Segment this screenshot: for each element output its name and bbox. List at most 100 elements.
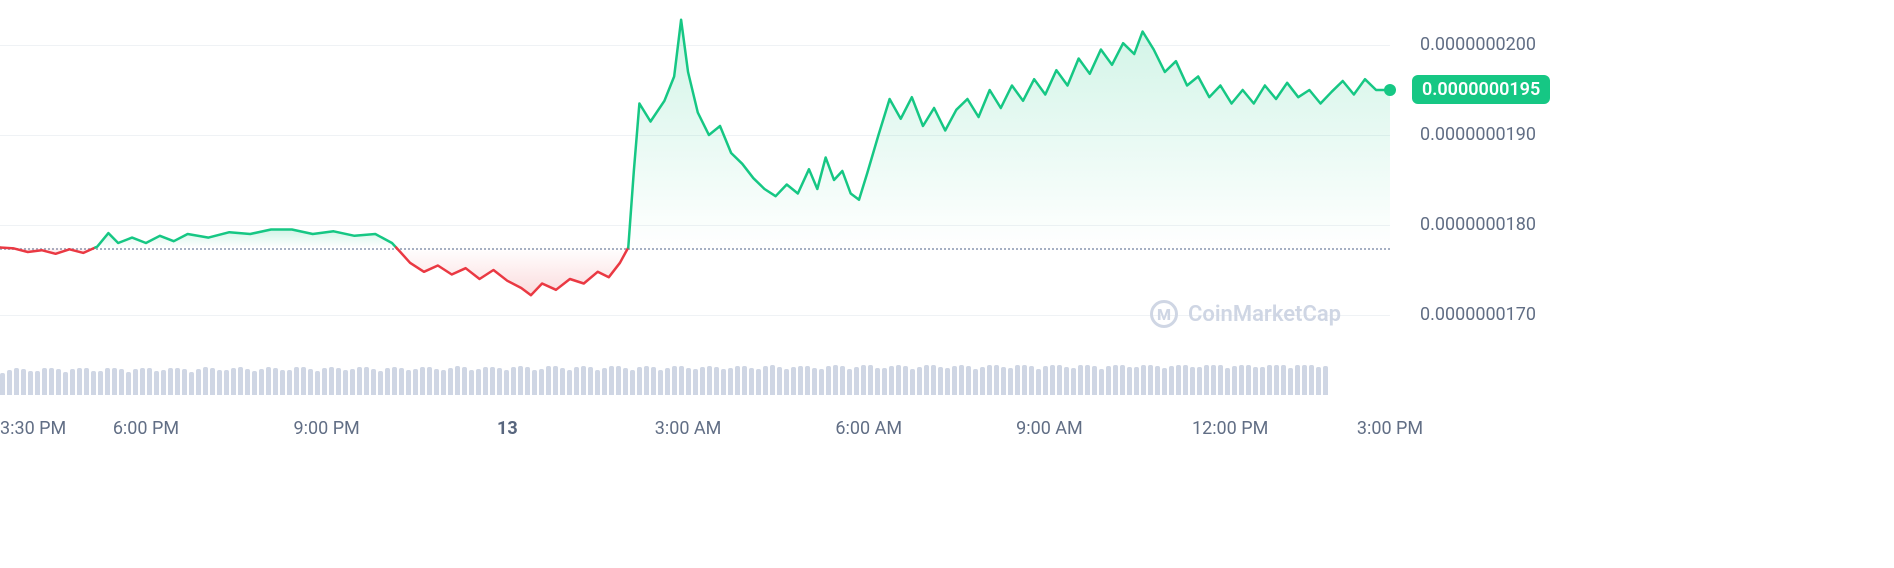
volume-bar <box>1050 365 1055 395</box>
volume-bar <box>896 365 901 395</box>
volume-bar <box>147 368 152 395</box>
volume-bar <box>455 366 460 395</box>
volume-bar <box>1148 365 1153 395</box>
volume-bar <box>931 365 936 395</box>
volume-bar <box>602 368 607 395</box>
volume-bar <box>336 368 341 395</box>
volume-bar <box>1029 366 1034 395</box>
volume-bar <box>1022 365 1027 395</box>
volume-bar <box>231 368 236 395</box>
volume-bar <box>1232 366 1237 395</box>
volume-bar <box>882 368 887 395</box>
watermark-text: CoinMarketCap <box>1188 302 1341 327</box>
volume-bar <box>763 366 768 395</box>
volume-bar <box>70 369 75 395</box>
volume-bar <box>672 366 677 395</box>
volume-bar <box>1043 366 1048 395</box>
volume-bar <box>385 368 390 395</box>
volume-bar <box>483 367 488 395</box>
volume-bar <box>1015 365 1020 395</box>
y-tick-label: 0.0000000190 <box>1420 124 1536 145</box>
volume-bar <box>357 367 362 395</box>
volume-bar <box>266 367 271 395</box>
volume-bar <box>644 366 649 395</box>
volume-bar <box>987 365 992 395</box>
volume-bar <box>1274 365 1279 395</box>
volume-bar <box>112 368 117 395</box>
volume-bar <box>42 368 47 395</box>
volume-bar <box>1162 368 1167 395</box>
volume-bar <box>273 368 278 395</box>
volume-bar <box>420 367 425 395</box>
volume-bar <box>476 369 481 395</box>
volume-bar <box>434 369 439 395</box>
volume-bar <box>567 370 572 395</box>
volume-bar <box>784 369 789 395</box>
volume-bar <box>35 371 40 395</box>
volume-bar <box>63 372 68 395</box>
volume-bar <box>847 369 852 395</box>
volume-bar <box>1001 367 1006 395</box>
volume-bar <box>1078 365 1083 395</box>
x-tick-label: 9:00 AM <box>1016 418 1083 439</box>
x-tick-label: 12:00 PM <box>1192 418 1268 439</box>
volume-bar <box>133 369 138 395</box>
volume-bar <box>861 365 866 395</box>
volume-bar <box>210 368 215 395</box>
volume-bar <box>1288 368 1293 395</box>
volume-bar <box>1302 365 1307 395</box>
volume-bar <box>924 365 929 395</box>
volume-bar <box>469 370 474 395</box>
volume-bar <box>182 369 187 395</box>
current-price-dot <box>1384 84 1396 96</box>
volume-bar <box>252 371 257 395</box>
coinmarketcap-icon: M <box>1150 300 1178 328</box>
volume-bar <box>952 366 957 395</box>
volume-bar <box>140 368 145 395</box>
y-tick-label: 0.0000000180 <box>1420 214 1536 235</box>
volume-bar <box>126 372 131 395</box>
volume-bar <box>280 370 285 395</box>
volume-bar <box>833 365 838 395</box>
volume-bar <box>735 366 740 395</box>
volume-bar <box>7 370 12 395</box>
volume-bars <box>0 365 1390 395</box>
x-tick-label: 13 <box>497 418 518 439</box>
volume-bar <box>224 370 229 395</box>
volume-bar <box>1127 367 1132 395</box>
volume-bar <box>756 369 761 395</box>
price-line <box>0 0 1894 568</box>
volume-bar <box>497 368 502 395</box>
volume-bar <box>308 369 313 395</box>
volume-bar <box>1225 368 1230 395</box>
volume-bar <box>1183 365 1188 395</box>
volume-bar <box>441 370 446 395</box>
volume-bar <box>721 369 726 395</box>
volume-bar <box>637 367 642 395</box>
volume-bar <box>406 370 411 395</box>
volume-bar <box>959 365 964 395</box>
volume-bar <box>609 366 614 395</box>
volume-bar <box>1176 365 1181 395</box>
volume-bar <box>1155 366 1160 395</box>
volume-bar <box>329 367 334 395</box>
volume-bar <box>749 368 754 395</box>
volume-bar <box>938 367 943 395</box>
volume-bar <box>1267 365 1272 395</box>
volume-bar <box>623 368 628 395</box>
x-tick-label: 3:00 AM <box>655 418 722 439</box>
volume-bar <box>448 368 453 395</box>
volume-bar <box>595 370 600 395</box>
volume-bar <box>651 367 656 395</box>
volume-bar <box>1071 368 1076 395</box>
volume-bar <box>1246 365 1251 395</box>
volume-bar <box>868 365 873 395</box>
volume-bar <box>826 366 831 395</box>
x-tick-label: 6:00 PM <box>113 418 179 439</box>
volume-bar <box>679 366 684 395</box>
volume-bar <box>742 366 747 395</box>
volume-bar <box>161 370 166 395</box>
volume-bar <box>28 371 33 395</box>
volume-bar <box>686 368 691 395</box>
current-price-badge: 0.0000000195 <box>1412 75 1550 104</box>
